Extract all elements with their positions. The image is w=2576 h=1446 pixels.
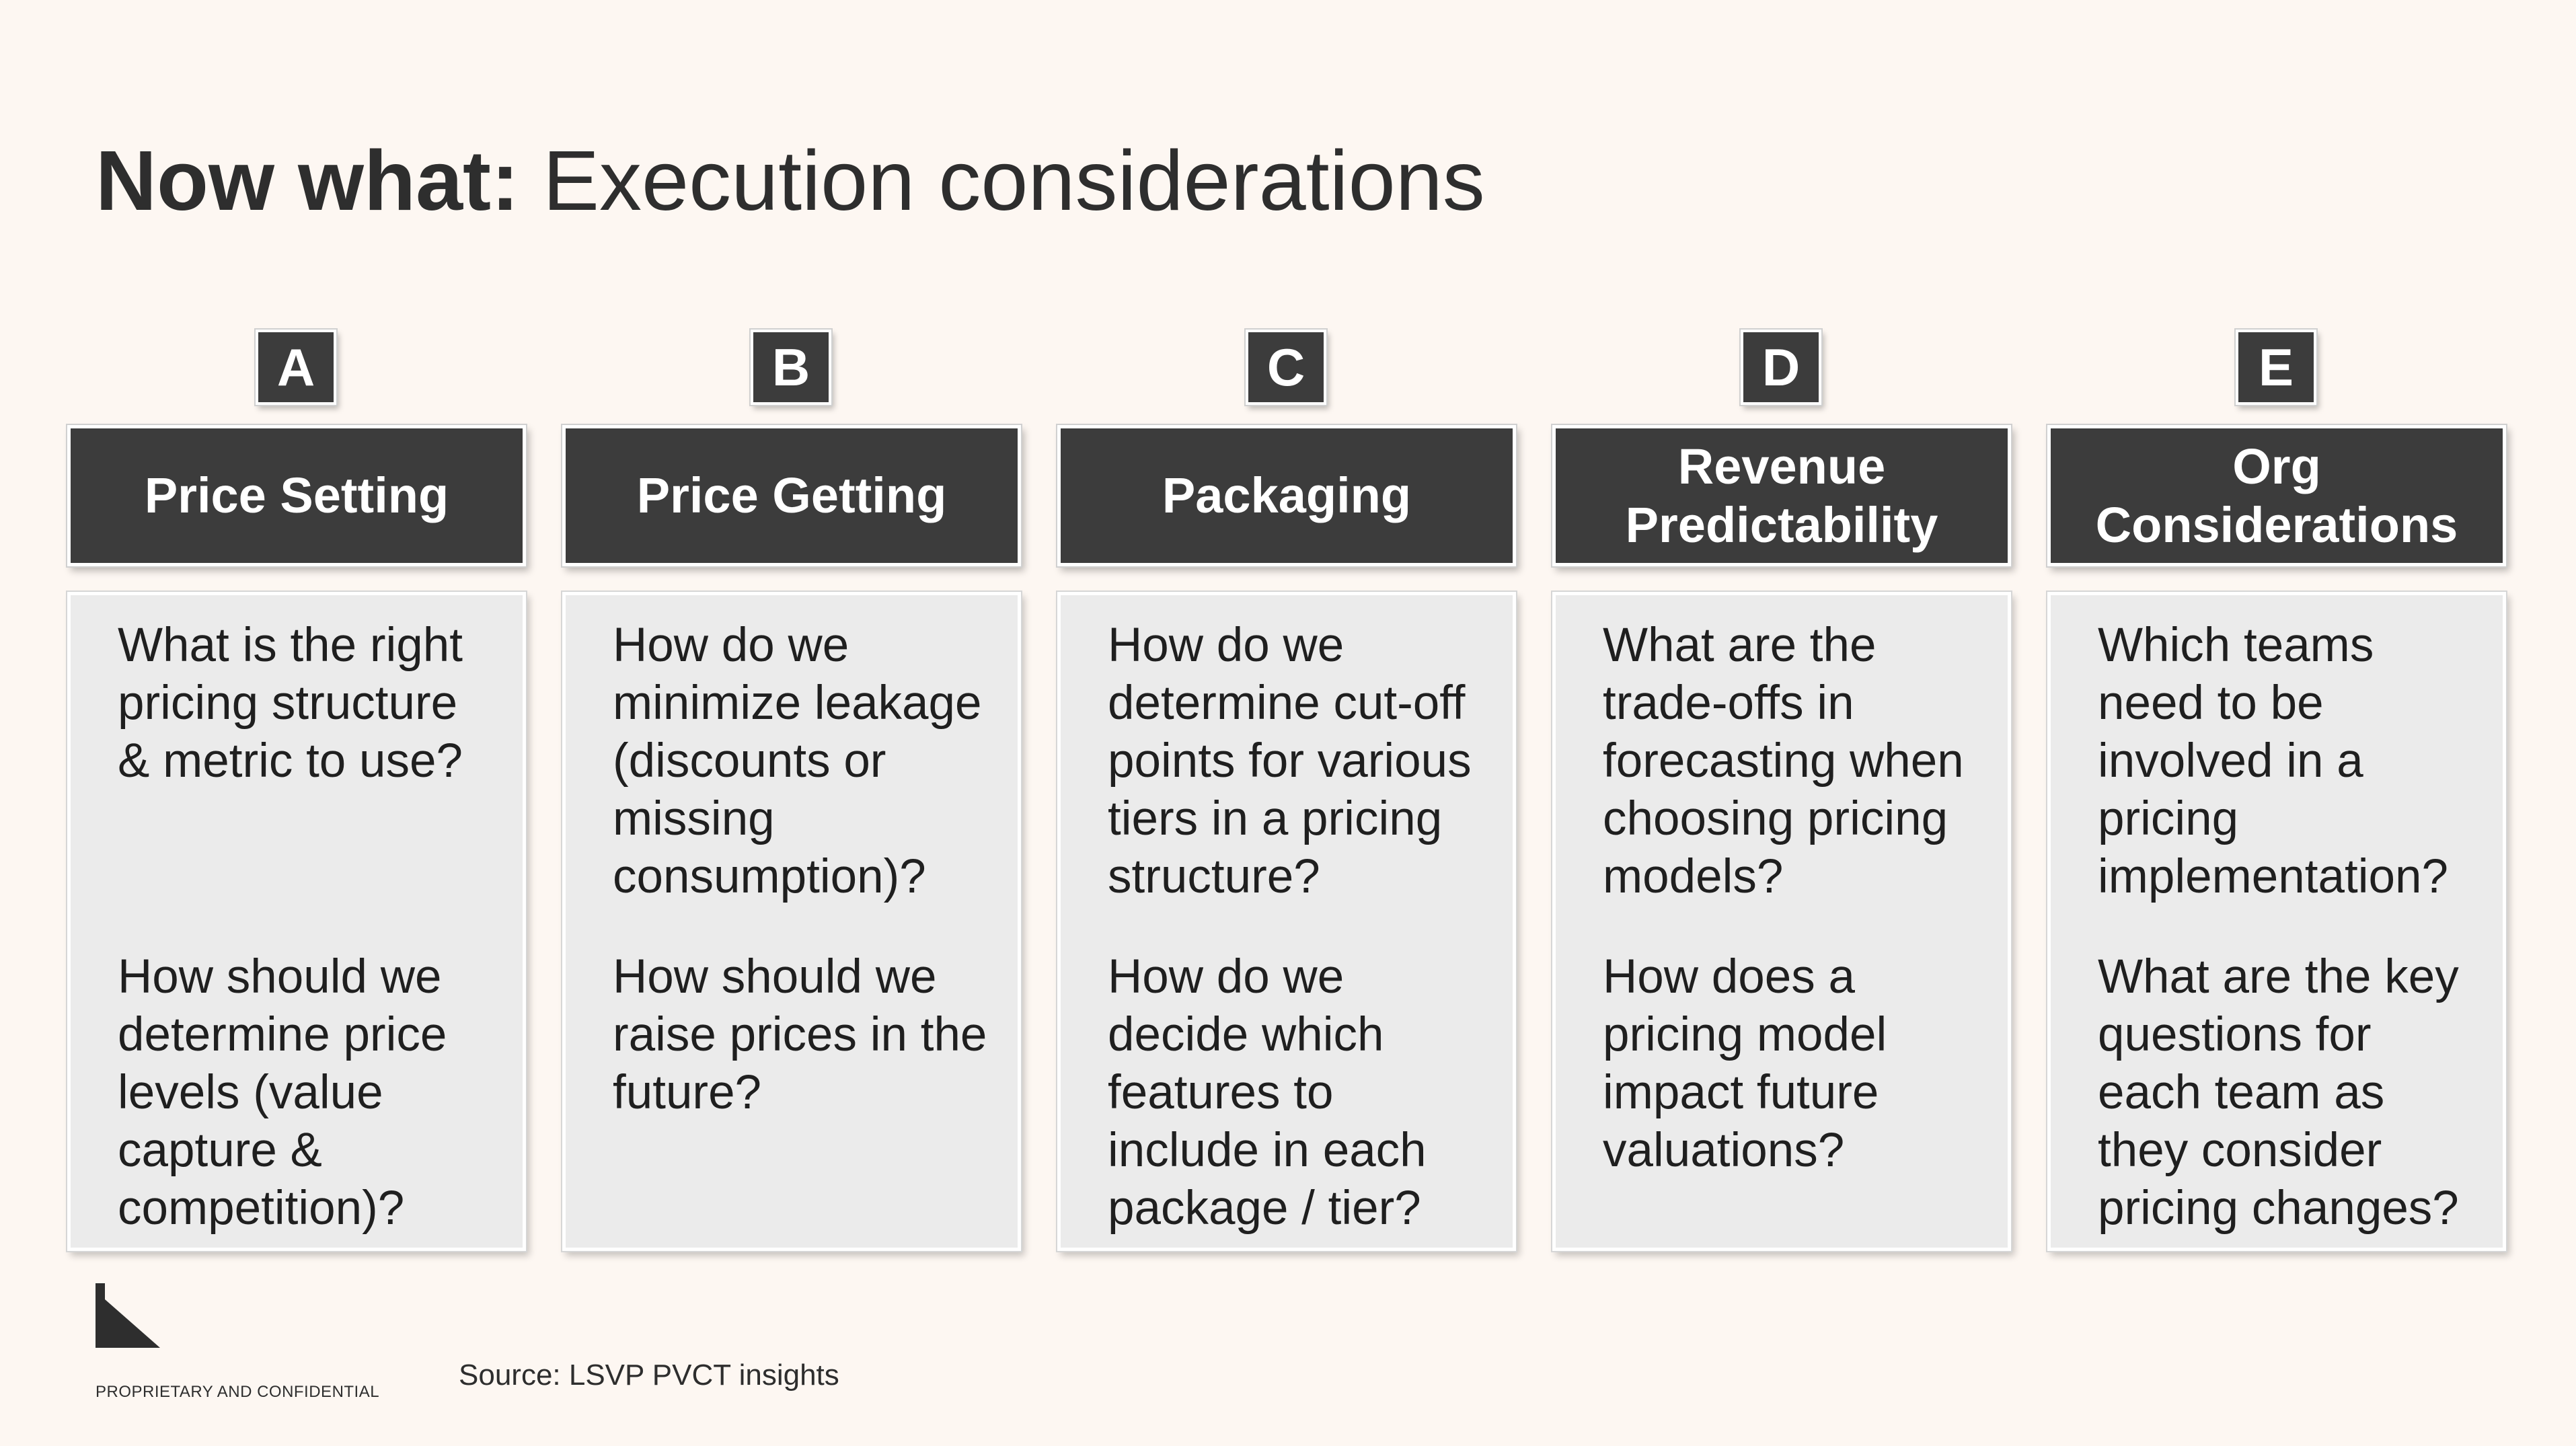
question-text: What is the right pricing structure & me… — [118, 619, 463, 788]
question-text: How do we minimize leakage (discounts or… — [613, 619, 982, 903]
column-body-revenue-predictability: What are the trade-offs in forecasting w… — [1552, 592, 2011, 1251]
considerations-columns: A Price Setting What is the right pricin… — [67, 330, 2509, 1251]
column-header-price-getting: Price Getting — [562, 425, 1021, 566]
question-text: How do we determine cut-off points for v… — [1108, 619, 1472, 903]
column-org-considerations: E Org Considerations Which teams need to… — [2047, 330, 2506, 1251]
column-price-setting: A Price Setting What is the right pricin… — [67, 330, 526, 1251]
letter-badge-c: C — [1246, 330, 1326, 405]
question-text: How does a pricing model impact future v… — [1603, 950, 1887, 1177]
column-price-getting: B Price Getting How do we minimize leaka… — [562, 330, 1021, 1251]
column-body-price-getting: How do we minimize leakage (discounts or… — [562, 592, 1021, 1251]
column-header-price-setting: Price Setting — [67, 425, 526, 566]
page-title-bold: Now what: — [96, 133, 519, 228]
page-title: Now what: Execution considerations — [96, 133, 1485, 228]
letter-badge-b: B — [751, 330, 831, 405]
column-header-org-considerations: Org Considerations — [2047, 425, 2506, 566]
question-text: How should we determine price levels (va… — [118, 950, 447, 1235]
source-note: Source: LSVP PVCT insights — [459, 1359, 839, 1392]
question-text: How should we raise prices in the future… — [613, 950, 987, 1119]
page-title-regular: Execution considerations — [542, 133, 1485, 228]
column-body-packaging: How do we determine cut-off points for v… — [1057, 592, 1516, 1251]
question-text: Which teams need to be involved in a pri… — [2098, 619, 2448, 903]
column-packaging: C Packaging How do we determine cut-off … — [1057, 330, 1516, 1251]
column-body-org-considerations: Which teams need to be involved in a pri… — [2047, 592, 2506, 1251]
letter-badge-a: A — [256, 330, 336, 405]
column-header-packaging: Packaging — [1057, 425, 1516, 566]
column-body-price-setting: What is the right pricing structure & me… — [67, 592, 526, 1251]
letter-badge-d: D — [1741, 330, 1821, 405]
question-text: What are the key questions for each team… — [2098, 950, 2459, 1235]
confidential-notice: PROPRIETARY AND CONFIDENTIAL — [96, 1383, 380, 1401]
letter-badge-e: E — [2236, 330, 2316, 405]
lightspeed-logo-icon — [96, 1283, 160, 1348]
question-text: What are the trade-offs in forecasting w… — [1603, 619, 1964, 903]
column-revenue-predictability: D Revenue Predictability What are the tr… — [1552, 330, 2011, 1251]
question-text: How do we decide which features to inclu… — [1108, 950, 1427, 1235]
column-header-revenue-predictability: Revenue Predictability — [1552, 425, 2011, 566]
